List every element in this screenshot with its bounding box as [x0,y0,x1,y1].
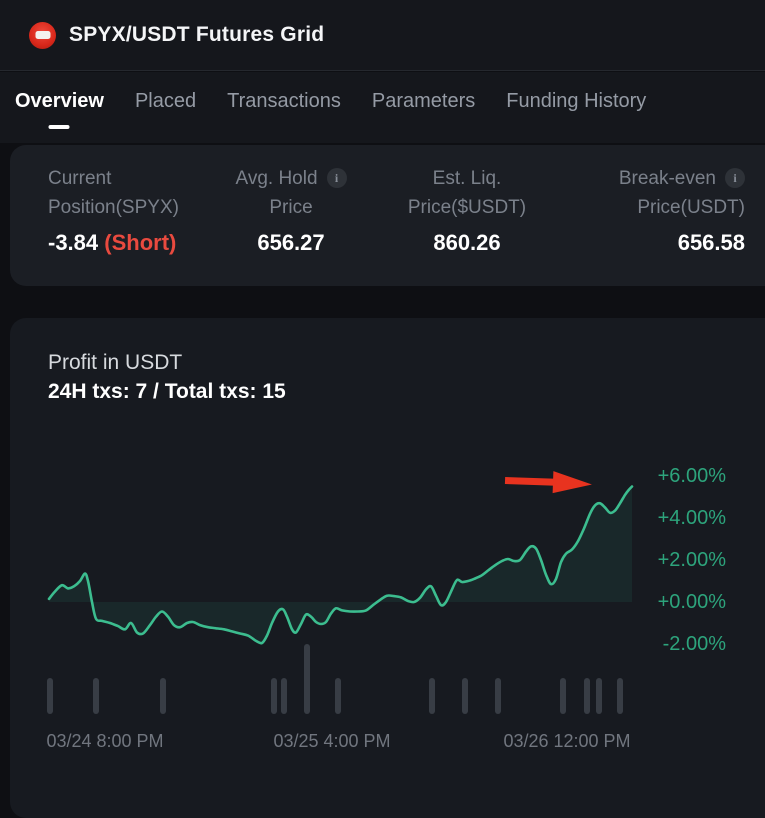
stat-break-even-price: Break-even i Price(USDT) 656.58 [619,164,745,257]
arrow-annotation [504,471,592,494]
stat-label-line1: Break-even [618,168,716,189]
y-axis-label: +6.00% [657,465,726,487]
transaction-mark [560,678,566,714]
stat-label-line2: Price($USDT) [407,197,527,218]
stat-label: Avg. Hold i Price [196,164,386,222]
info-icon[interactable]: i [725,168,745,188]
transaction-mark [160,678,166,714]
stat-avg-hold-price: Avg. Hold i Price 656.27 [196,164,386,257]
est-liq-price-value: 860.26 [433,230,501,255]
transaction-mark [93,678,99,714]
y-axis-label: +4.00% [657,507,726,529]
stat-value: -3.84 (Short) [48,229,179,257]
x-axis-label: 03/25 4:00 PM [273,731,391,751]
chart-title: Profit in USDT [48,351,183,374]
break-even-price-value: 656.58 [677,230,745,255]
no-entry-icon [29,21,56,49]
tab-transactions[interactable]: Transactions [227,90,341,112]
transaction-mark [335,678,341,714]
stat-label: Est. Liq. Price($USDT) [372,164,562,222]
y-axis-label: +0.00% [657,591,726,613]
header: SPYX/USDT Futures Grid [0,0,765,71]
tab-placed[interactable]: Placed [134,90,197,112]
stat-label: Break-even i Price(USDT) [619,164,745,222]
arrow-head [552,471,592,494]
transaction-mark [271,678,277,714]
transaction-mark [304,644,310,714]
transaction-mark [596,678,602,714]
stat-label: Current Position(SPYX) [48,164,179,222]
transaction-mark [281,678,287,714]
y-axis-label: -2.00% [662,633,726,655]
arrow-shaft [504,477,557,486]
position-stats-panel: Current Position(SPYX) -3.84 (Short) Avg… [10,145,765,286]
y-axis-label: +2.00% [657,549,726,571]
chart-tx-summary: 24H txs: 7 / Total txs: 15 [48,380,286,403]
active-tab-underline [48,125,70,129]
tab-overview[interactable]: Overview [15,90,104,129]
page-title: SPYX/USDT Futures Grid [69,23,325,46]
stat-label-line1: Est. Liq. [432,168,502,189]
profit-chart-panel: Profit in USDT 24H txs: 7 / Total txs: 1… [10,318,765,818]
info-icon[interactable]: i [326,168,347,188]
tab-funding-history[interactable]: Funding History [506,90,647,112]
stat-label-line2: Price(USDT) [637,197,745,218]
profit-chart[interactable] [0,0,765,800]
tab-bar: Overview Placed Transactions Parameters Fund… [0,72,765,143]
stat-label-line1: Avg. Hold [235,168,318,189]
position-size: -3.84 [48,230,99,255]
profit-area-fill [49,486,632,644]
no-entry-icon-bar [35,31,50,39]
x-axis-label: 03/26 12:00 PM [503,731,631,751]
stat-current-position: Current Position(SPYX) -3.84 (Short) [48,164,179,257]
tab-parameters[interactable]: Parameters [371,90,476,112]
transaction-mark [495,678,501,714]
profit-line [47,485,634,645]
stat-est-liq-price: Est. Liq. Price($USDT) 860.26 [372,164,562,257]
stat-label-line2: Price [269,197,313,218]
transaction-mark [617,678,623,714]
stat-label-line2: Position(SPYX) [48,197,179,218]
transaction-mark [584,678,590,714]
transaction-mark [462,678,468,714]
avg-hold-price-value: 656.27 [257,230,325,255]
stat-label-line1: Current [48,168,112,189]
transaction-mark [47,678,53,714]
x-axis-label: 03/24 8:00 PM [46,731,164,751]
position-side-badge: (Short) [98,230,177,255]
transaction-mark [429,678,435,714]
